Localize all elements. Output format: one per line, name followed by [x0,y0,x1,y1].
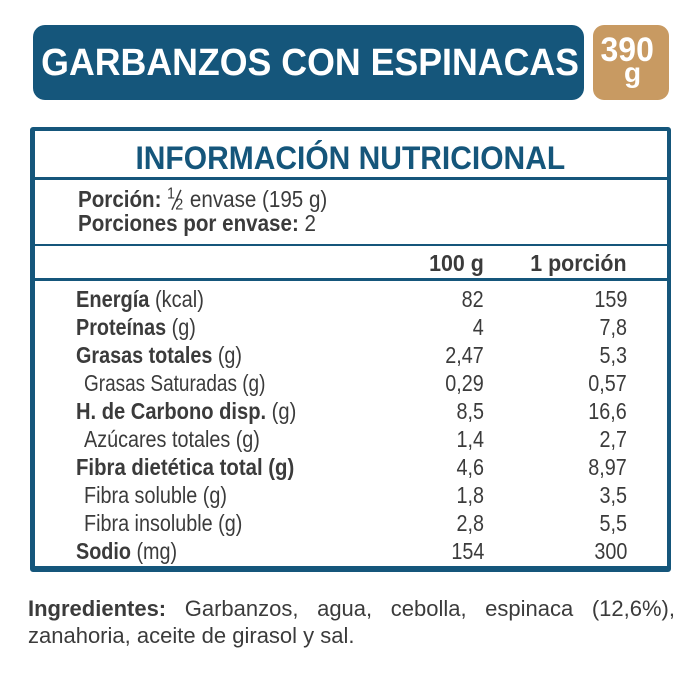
svg-text:1: 1 [167,186,175,203]
svg-text:2: 2 [175,196,183,210]
